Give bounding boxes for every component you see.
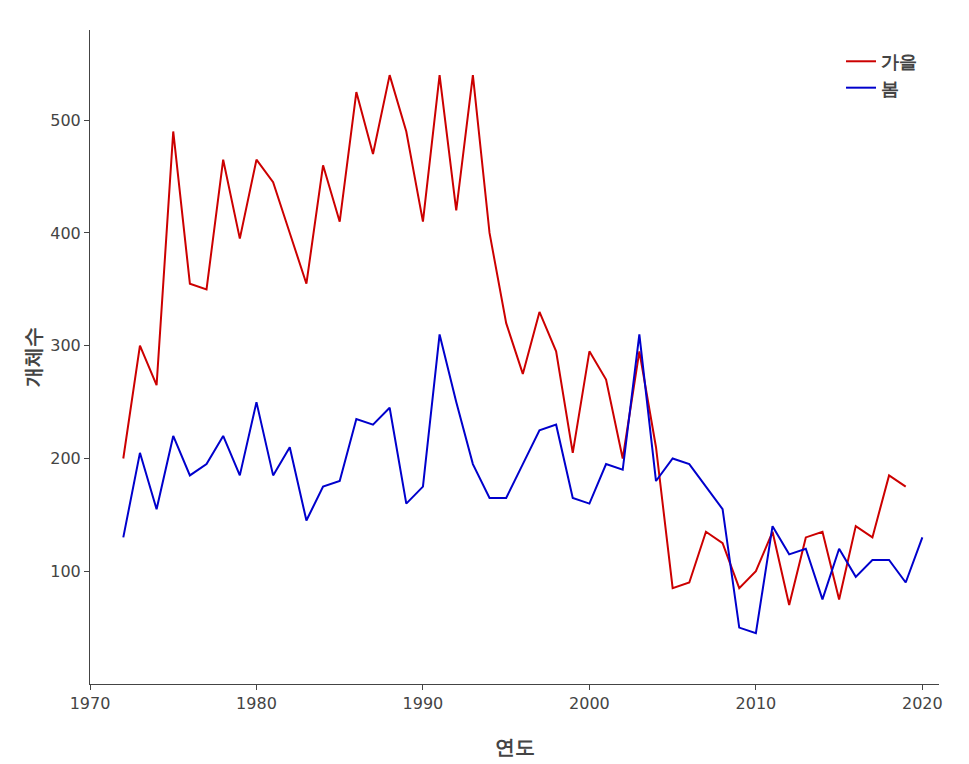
svg-text:가을: 가을 [881, 51, 917, 72]
svg-text:봄: 봄 [881, 78, 899, 99]
svg-text:1980: 1980 [236, 694, 277, 713]
svg-text:400: 400 [50, 224, 81, 243]
svg-text:1970: 1970 [70, 694, 111, 713]
svg-text:개체수: 개체수 [21, 327, 45, 387]
svg-text:300: 300 [50, 336, 81, 355]
svg-text:100: 100 [50, 562, 81, 581]
svg-text:2020: 2020 [902, 694, 943, 713]
svg-text:연도: 연도 [495, 735, 535, 759]
svg-text:200: 200 [50, 449, 81, 468]
svg-text:500: 500 [50, 111, 81, 130]
svg-text:2000: 2000 [569, 694, 610, 713]
svg-text:1990: 1990 [403, 694, 444, 713]
svg-text:2010: 2010 [736, 694, 777, 713]
